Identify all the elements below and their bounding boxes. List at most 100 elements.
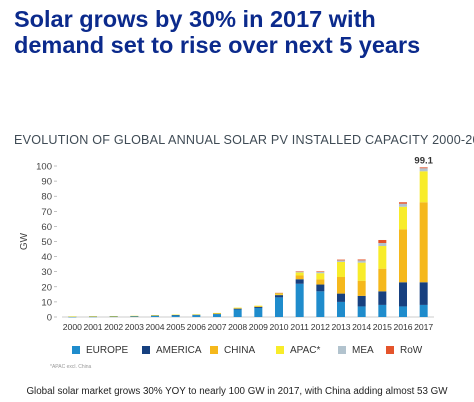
- bar-segment-america: [171, 315, 180, 316]
- bar-segment-america: [130, 316, 139, 317]
- bar-segment-apac: [151, 315, 159, 316]
- bar-segment-mea: [419, 168, 428, 172]
- x-tick-label: 2010: [269, 322, 288, 332]
- x-tick-label: 2003: [125, 322, 144, 332]
- bar-segment-europe: [130, 316, 139, 317]
- bar-segment-mea: [337, 260, 345, 262]
- bar-segment-china: [254, 306, 263, 307]
- bar-segment-america: [275, 295, 283, 298]
- y-axis-label: GW: [19, 232, 30, 250]
- bar-segment-america: [399, 282, 407, 307]
- x-tick-label: 2014: [352, 322, 371, 332]
- x-tick-label: 2007: [207, 322, 226, 332]
- y-tick-label: 100: [36, 162, 52, 173]
- x-axis: 2000 2001 2002 2003 2004 2005 2006 2007 2008 2009…: [63, 322, 434, 332]
- bar-segment-china: [213, 313, 221, 314]
- bar-segment-row: [295, 271, 304, 272]
- y-tick-label: 0: [47, 313, 52, 324]
- bar-segment-apac: [192, 314, 201, 315]
- x-tick-label: 2012: [311, 322, 330, 332]
- x-tick-label: 2017: [414, 322, 433, 332]
- bar-segment-apac: [419, 171, 428, 203]
- bar-segment-apac: [295, 272, 304, 276]
- bar-segment-apac: [378, 246, 387, 269]
- legend-label: EUROPE: [86, 345, 129, 356]
- bar-segment-apac: [233, 307, 242, 309]
- bar-segment-row: [275, 292, 283, 294]
- bar-segment-europe: [254, 307, 263, 317]
- bar-segment-china: [316, 279, 325, 285]
- bar-segment-europe: [399, 306, 407, 317]
- bar-segment-apac: [109, 316, 118, 317]
- bar-segment-china: [399, 229, 407, 283]
- bar-segment-europe: [68, 316, 77, 318]
- bar-segment-row: [357, 259, 366, 261]
- bar-segment-europe: [378, 304, 387, 317]
- bar-segment-europe: [192, 315, 201, 317]
- legend-item: CHINA: [210, 345, 255, 356]
- bar-segment-china: [337, 276, 345, 294]
- bar-segment-mea: [378, 243, 387, 247]
- x-tick-label: 2006: [187, 322, 206, 332]
- bar-segment-row: [316, 271, 325, 273]
- x-tick-label: 2002: [104, 322, 123, 332]
- bar-segment-apac: [68, 316, 77, 317]
- bar-segment-row: [399, 202, 407, 204]
- bar-segment-mea: [295, 271, 304, 273]
- legend-item: AMERICA: [142, 345, 202, 356]
- bar-segment-china: [275, 294, 283, 296]
- caption: Global solar market grows 30% YOY to nea…: [26, 386, 448, 397]
- bar-segment-europe: [151, 315, 159, 317]
- footnote: *APAC excl. China: [50, 364, 92, 370]
- bar-segment-america: [357, 295, 366, 307]
- legend-label: MEA: [352, 345, 374, 356]
- y-tick-label: 80: [41, 192, 52, 203]
- bar-segment-america: [254, 306, 263, 308]
- bar-segment-europe: [213, 314, 221, 317]
- bar-segment-china: [295, 275, 304, 280]
- bar-segment-mea: [357, 260, 366, 263]
- y-tick-label: 20: [41, 282, 52, 293]
- bar-segment-china: [357, 280, 366, 296]
- bar-segment-row: [337, 259, 345, 261]
- y-tick-label: 40: [41, 252, 52, 263]
- bar-segment-europe: [171, 315, 180, 317]
- bar-segment-america: [295, 279, 304, 284]
- bar-segment-apac: [130, 315, 139, 317]
- legend-item: EUROPE: [72, 345, 128, 356]
- bar-segment-apac: [171, 314, 180, 316]
- bars: [68, 167, 428, 318]
- bar-segment-europe: [357, 306, 366, 317]
- bar-segment-europe: [337, 301, 345, 317]
- bar-segment-row: [419, 167, 428, 169]
- annotations: 99.1: [414, 155, 433, 166]
- legend-item: APAC*: [276, 345, 320, 356]
- legend-swatch: [386, 346, 394, 354]
- bar-segment-china: [378, 268, 387, 292]
- bar-segment-apac: [316, 273, 325, 280]
- y-axis: GW 0 10 20 30 40 50 60 70 80 90 100: [19, 162, 434, 324]
- y-tick-label: 90: [41, 177, 52, 188]
- legend-swatch: [210, 346, 218, 354]
- bar-segment-apac: [357, 262, 366, 281]
- bar-segment-america: [192, 314, 201, 316]
- bar-segment-apac: [89, 316, 97, 317]
- bar-segment-row: [378, 239, 387, 244]
- legend-swatch: [142, 346, 150, 354]
- bar-segment-europe: [233, 309, 242, 317]
- x-tick-label: 2004: [145, 322, 164, 332]
- bar-segment-mea: [399, 203, 407, 207]
- bar-segment-apac: [337, 261, 345, 277]
- bar-segment-america: [316, 284, 325, 292]
- x-tick-label: 2009: [249, 322, 268, 332]
- chart-title: EVOLUTION OF GLOBAL ANNUAL SOLAR PV INST…: [14, 133, 474, 147]
- legend-label: CHINA: [224, 345, 256, 356]
- bar-segment-apac: [254, 305, 263, 307]
- bar-segment-america: [337, 293, 345, 302]
- legend-label: AMERICA: [156, 345, 202, 356]
- y-tick-label: 60: [41, 222, 52, 233]
- y-tick-label: 10: [41, 297, 52, 308]
- data-label: 99.1: [414, 155, 433, 166]
- legend-item: MEA: [338, 345, 374, 356]
